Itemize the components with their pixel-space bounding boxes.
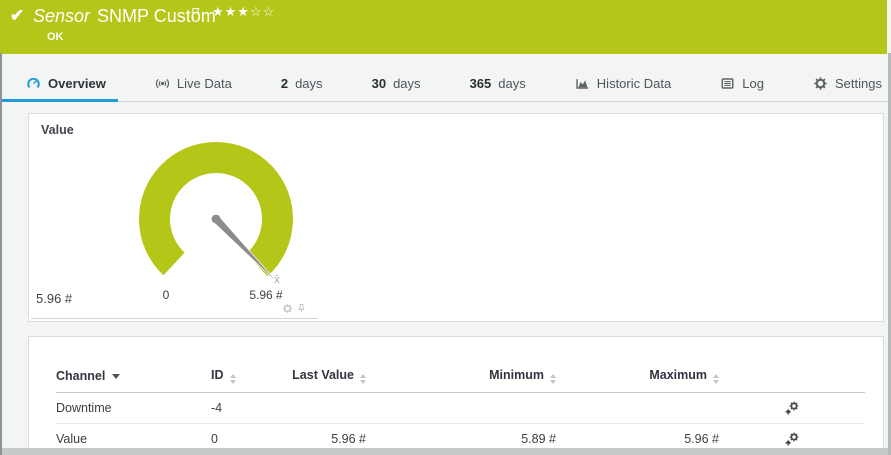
tab-30-days[interactable]: 30 days — [371, 76, 421, 91]
sensor-header: ✔ Sensor SNMP Custom ★★★☆☆ OK — [0, 0, 887, 54]
gauge-panel: Value x̄ 0 5.96 # 5.96 # — [28, 113, 884, 322]
gauge-current-value: 5.96 # — [36, 291, 73, 306]
tab-2-days[interactable]: 2 days — [280, 76, 323, 91]
tab-365-days[interactable]: 365 days — [469, 76, 526, 91]
sort-toggle-icon — [229, 374, 236, 384]
tab-overview[interactable]: Overview — [0, 66, 118, 102]
sensor-type-label: Sensor — [33, 6, 91, 26]
last-value-cell — [281, 392, 366, 424]
sort-desc-icon — [112, 374, 121, 379]
channel-table: Channel ID Last Value Minimum Maximum — [56, 361, 865, 455]
flag-icon[interactable] — [192, 7, 201, 25]
gauge-scale-max: 5.96 # — [249, 288, 283, 302]
gauge-channel-title: Value — [41, 123, 74, 137]
window-left-border — [0, 53, 2, 455]
gauge-icon — [26, 76, 41, 91]
maximum-cell — [556, 392, 719, 424]
table-row[interactable]: Downtime -4 — [56, 392, 865, 424]
tab-live-data[interactable]: Live Data — [155, 66, 232, 101]
gear-icon — [813, 76, 828, 91]
column-header-minimum[interactable]: Minimum — [366, 361, 556, 393]
channel-settings-icon[interactable] — [784, 400, 800, 416]
sort-toggle-icon — [360, 374, 366, 384]
channel-table-panel: Channel ID Last Value Minimum Maximum — [28, 336, 884, 455]
column-header-maximum[interactable]: Maximum — [556, 361, 719, 393]
gauge-average-marker: x̄ — [274, 274, 280, 286]
page-title: Sensor SNMP Custom — [33, 6, 216, 27]
sensor-name: SNMP Custom — [97, 6, 216, 26]
tab-log[interactable]: Log — [720, 66, 764, 101]
priority-stars[interactable]: ★★★☆☆ — [212, 4, 276, 19]
gauge-settings-icon[interactable] — [282, 303, 293, 314]
minimum-cell — [366, 392, 556, 424]
window-right-border — [888, 53, 891, 455]
gauge-pin-icon[interactable] — [296, 303, 307, 314]
column-header-last-value[interactable]: Last Value — [281, 361, 366, 393]
log-list-icon — [720, 76, 735, 91]
column-header-channel[interactable]: Channel — [56, 361, 211, 393]
sort-toggle-icon — [550, 374, 556, 384]
channel-id-cell: -4 — [211, 392, 281, 424]
horizontal-scrollbar[interactable] — [2, 448, 888, 455]
sort-toggle-icon — [713, 374, 719, 384]
broadcast-icon — [155, 76, 170, 91]
gauge-tools — [282, 303, 307, 314]
status-badge: OK — [47, 31, 64, 43]
column-header-id[interactable]: ID — [211, 361, 281, 393]
table-header-row: Channel ID Last Value Minimum Maximum — [56, 361, 865, 393]
area-chart-icon — [575, 76, 590, 91]
tab-historic-data[interactable]: Historic Data — [575, 66, 671, 101]
tab-settings[interactable]: Settings — [813, 66, 882, 101]
channel-settings-icon[interactable] — [784, 431, 800, 447]
tab-bar: Overview Live Data 2 days 30 days 365 da… — [0, 66, 888, 102]
column-header-actions — [719, 361, 865, 393]
ok-check-icon: ✔ — [10, 6, 25, 25]
channel-name-cell: Downtime — [56, 392, 211, 424]
gauge-scale-min: 0 — [162, 288, 170, 302]
value-gauge — [138, 141, 293, 287]
gauge-cell-divider — [31, 318, 318, 319]
